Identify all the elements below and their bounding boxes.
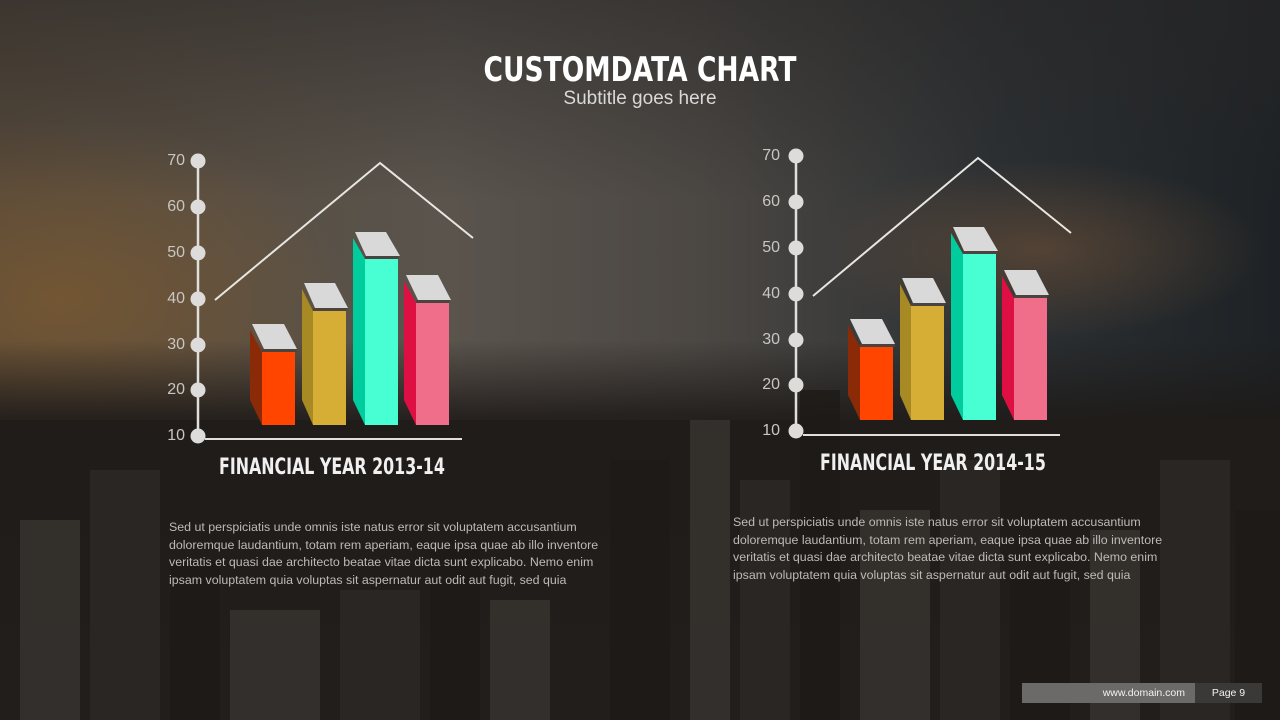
slide-subtitle: Subtitle goes here — [563, 88, 717, 109]
y-tick-label: 10 — [762, 422, 780, 439]
slide-title: CUSTOMDATA CHART — [483, 50, 797, 90]
y-tick-label: 40 — [167, 290, 185, 307]
bar-4 — [1002, 270, 1049, 420]
bar-1 — [250, 324, 297, 425]
y-tick-label: 60 — [167, 198, 185, 215]
y-tick-label: 70 — [167, 152, 185, 169]
page-number: Page 9 — [1195, 683, 1262, 703]
bar-2 — [900, 278, 946, 420]
city-skyline — [0, 340, 1280, 720]
y-tick-label: 50 — [167, 244, 185, 261]
y-tick-label: 70 — [762, 147, 780, 164]
y-tick-label: 20 — [762, 376, 780, 393]
sky-shade — [0, 0, 1280, 200]
bar-chart-graphic — [788, 148, 1072, 439]
y-tick-label: 40 — [762, 285, 780, 302]
bar-chart-graphic — [190, 153, 474, 444]
bar-3 — [951, 227, 998, 420]
y-tick-label: 30 — [167, 336, 185, 353]
chart-description: Sed ut perspiciatis unde omnis iste natu… — [169, 520, 599, 587]
chart-fy-2013-14: 70 60 50 40 30 20 10 FINANCIAL YEAR 2013… — [167, 152, 599, 587]
bar-4 — [404, 275, 451, 425]
bar-2 — [302, 283, 348, 425]
bar-1 — [848, 319, 895, 420]
chart-label: FINANCIAL YEAR 2014-15 — [820, 451, 1046, 476]
y-tick-label: 10 — [167, 427, 185, 444]
trend-line — [812, 156, 1072, 297]
chart-label: FINANCIAL YEAR 2013-14 — [219, 455, 445, 480]
y-tick-label: 60 — [762, 193, 780, 210]
chart-description: Sed ut perspiciatis unde omnis iste natu… — [733, 515, 1163, 582]
bar-3 — [353, 232, 400, 425]
y-tick-label: 20 — [167, 381, 185, 398]
footer-url: www.domain.com — [1022, 683, 1195, 703]
y-tick-label: 50 — [762, 239, 780, 256]
y-tick-label: 30 — [762, 331, 780, 348]
trend-line — [214, 161, 474, 301]
chart-fy-2014-15: 70 60 50 40 30 20 10 FINANCIAL YEAR 2014… — [598, 0, 1238, 715]
